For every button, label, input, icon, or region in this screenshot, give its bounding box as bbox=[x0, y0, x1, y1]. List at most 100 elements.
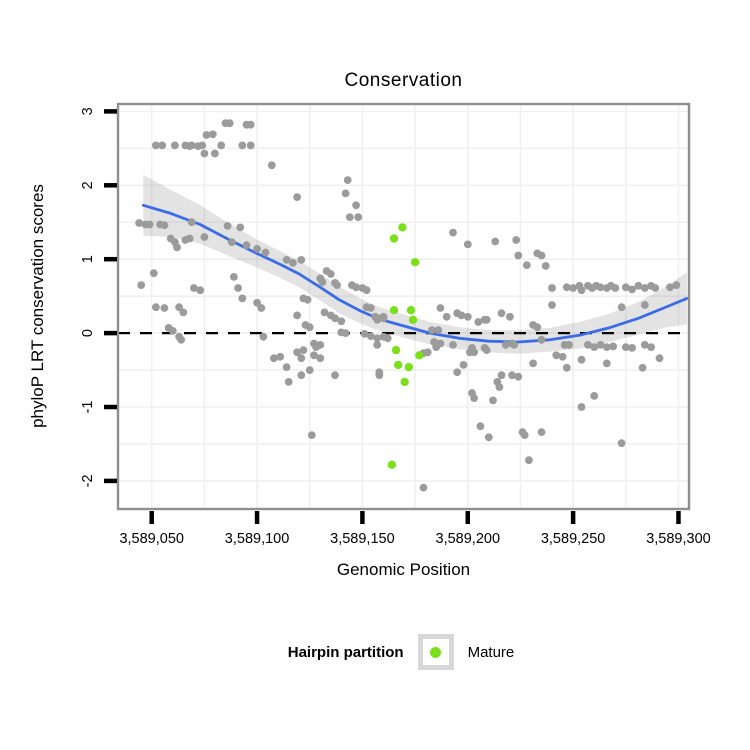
data-point bbox=[430, 338, 438, 346]
data-point bbox=[436, 339, 445, 348]
mature-data-point bbox=[408, 315, 418, 324]
mature-data-point bbox=[389, 306, 399, 315]
data-point bbox=[135, 219, 144, 227]
data-point bbox=[562, 363, 571, 372]
mature-data-point bbox=[398, 223, 407, 232]
data-point bbox=[305, 366, 314, 374]
x-tick-label: 3,589,250 bbox=[541, 531, 606, 547]
data-point bbox=[474, 318, 483, 326]
data-point bbox=[459, 361, 468, 369]
data-point bbox=[253, 245, 261, 253]
data-point bbox=[541, 262, 550, 270]
data-point bbox=[501, 341, 510, 349]
y-tick-label: 3 bbox=[80, 107, 96, 115]
data-point bbox=[476, 422, 485, 431]
data-point bbox=[512, 236, 521, 244]
y-tick-label: 2 bbox=[80, 181, 96, 189]
data-point bbox=[297, 371, 306, 380]
data-point bbox=[160, 221, 169, 230]
data-point bbox=[253, 298, 261, 307]
data-point bbox=[173, 243, 181, 252]
data-point bbox=[223, 222, 232, 230]
data-point bbox=[602, 359, 611, 368]
data-point bbox=[442, 312, 451, 321]
data-point bbox=[638, 363, 647, 372]
mature-data-point bbox=[387, 460, 397, 469]
data-point bbox=[171, 141, 179, 150]
data-point bbox=[208, 130, 217, 139]
data-point bbox=[489, 396, 497, 405]
data-point bbox=[375, 368, 384, 377]
data-point bbox=[196, 286, 205, 295]
data-point bbox=[596, 283, 605, 292]
data-point bbox=[552, 351, 561, 360]
data-point bbox=[341, 329, 350, 337]
data-point bbox=[577, 403, 586, 411]
data-point bbox=[261, 248, 270, 257]
data-point bbox=[326, 270, 335, 278]
data-point bbox=[230, 273, 238, 281]
data-point bbox=[211, 149, 219, 158]
data-point bbox=[293, 348, 301, 357]
data-point bbox=[276, 352, 285, 361]
data-point bbox=[609, 342, 617, 351]
data-point bbox=[293, 311, 301, 320]
data-point bbox=[202, 131, 211, 139]
data-point bbox=[267, 161, 276, 170]
legend-title: Hairpin partition bbox=[287, 643, 404, 661]
data-point bbox=[463, 240, 472, 249]
panel-border bbox=[116, 102, 691, 511]
plot-panel bbox=[118, 104, 689, 509]
data-point bbox=[145, 220, 154, 229]
data-point bbox=[225, 119, 234, 128]
mature-data-point bbox=[391, 345, 401, 355]
data-point bbox=[514, 372, 523, 381]
data-point bbox=[297, 354, 306, 363]
data-point bbox=[149, 269, 158, 278]
data-point bbox=[497, 371, 506, 380]
data-point bbox=[602, 343, 611, 351]
plot-title: Conservation bbox=[344, 70, 463, 91]
data-point bbox=[282, 256, 291, 264]
y-tick-label: -1 bbox=[80, 401, 96, 414]
data-point bbox=[307, 431, 316, 439]
data-point bbox=[628, 285, 636, 294]
data-point bbox=[158, 141, 167, 150]
data-point bbox=[621, 283, 630, 292]
data-point bbox=[634, 281, 643, 290]
data-point bbox=[514, 251, 523, 260]
data-point bbox=[185, 234, 194, 243]
data-point bbox=[257, 304, 266, 312]
data-point bbox=[366, 332, 375, 340]
data-point bbox=[533, 323, 542, 332]
y-tick-label: -2 bbox=[80, 474, 96, 487]
data-point bbox=[352, 283, 360, 292]
data-point bbox=[463, 312, 472, 321]
x-tick-label: 3,589,050 bbox=[119, 531, 184, 547]
data-point bbox=[640, 301, 649, 309]
data-point bbox=[508, 371, 516, 380]
data-point bbox=[655, 354, 664, 363]
x-tick-label: 3,589,200 bbox=[436, 531, 501, 547]
data-point bbox=[611, 284, 620, 292]
x-tick-label: 3,589,150 bbox=[330, 531, 395, 547]
data-point bbox=[470, 348, 478, 357]
smooth-line bbox=[141, 203, 689, 344]
data-point bbox=[234, 284, 243, 292]
data-point bbox=[537, 251, 546, 260]
data-point bbox=[297, 256, 306, 264]
data-point bbox=[596, 341, 605, 349]
data-point bbox=[152, 141, 160, 150]
data-point bbox=[331, 371, 339, 380]
data-point bbox=[434, 326, 443, 334]
data-point bbox=[303, 295, 312, 304]
y-tick-label: 0 bbox=[80, 329, 96, 337]
data-point bbox=[152, 303, 160, 312]
data-point bbox=[617, 303, 626, 312]
data-point bbox=[577, 286, 586, 295]
data-point bbox=[137, 281, 146, 289]
data-point bbox=[312, 343, 320, 351]
data-point bbox=[160, 304, 169, 312]
data-point bbox=[217, 141, 226, 150]
data-point bbox=[621, 343, 630, 351]
